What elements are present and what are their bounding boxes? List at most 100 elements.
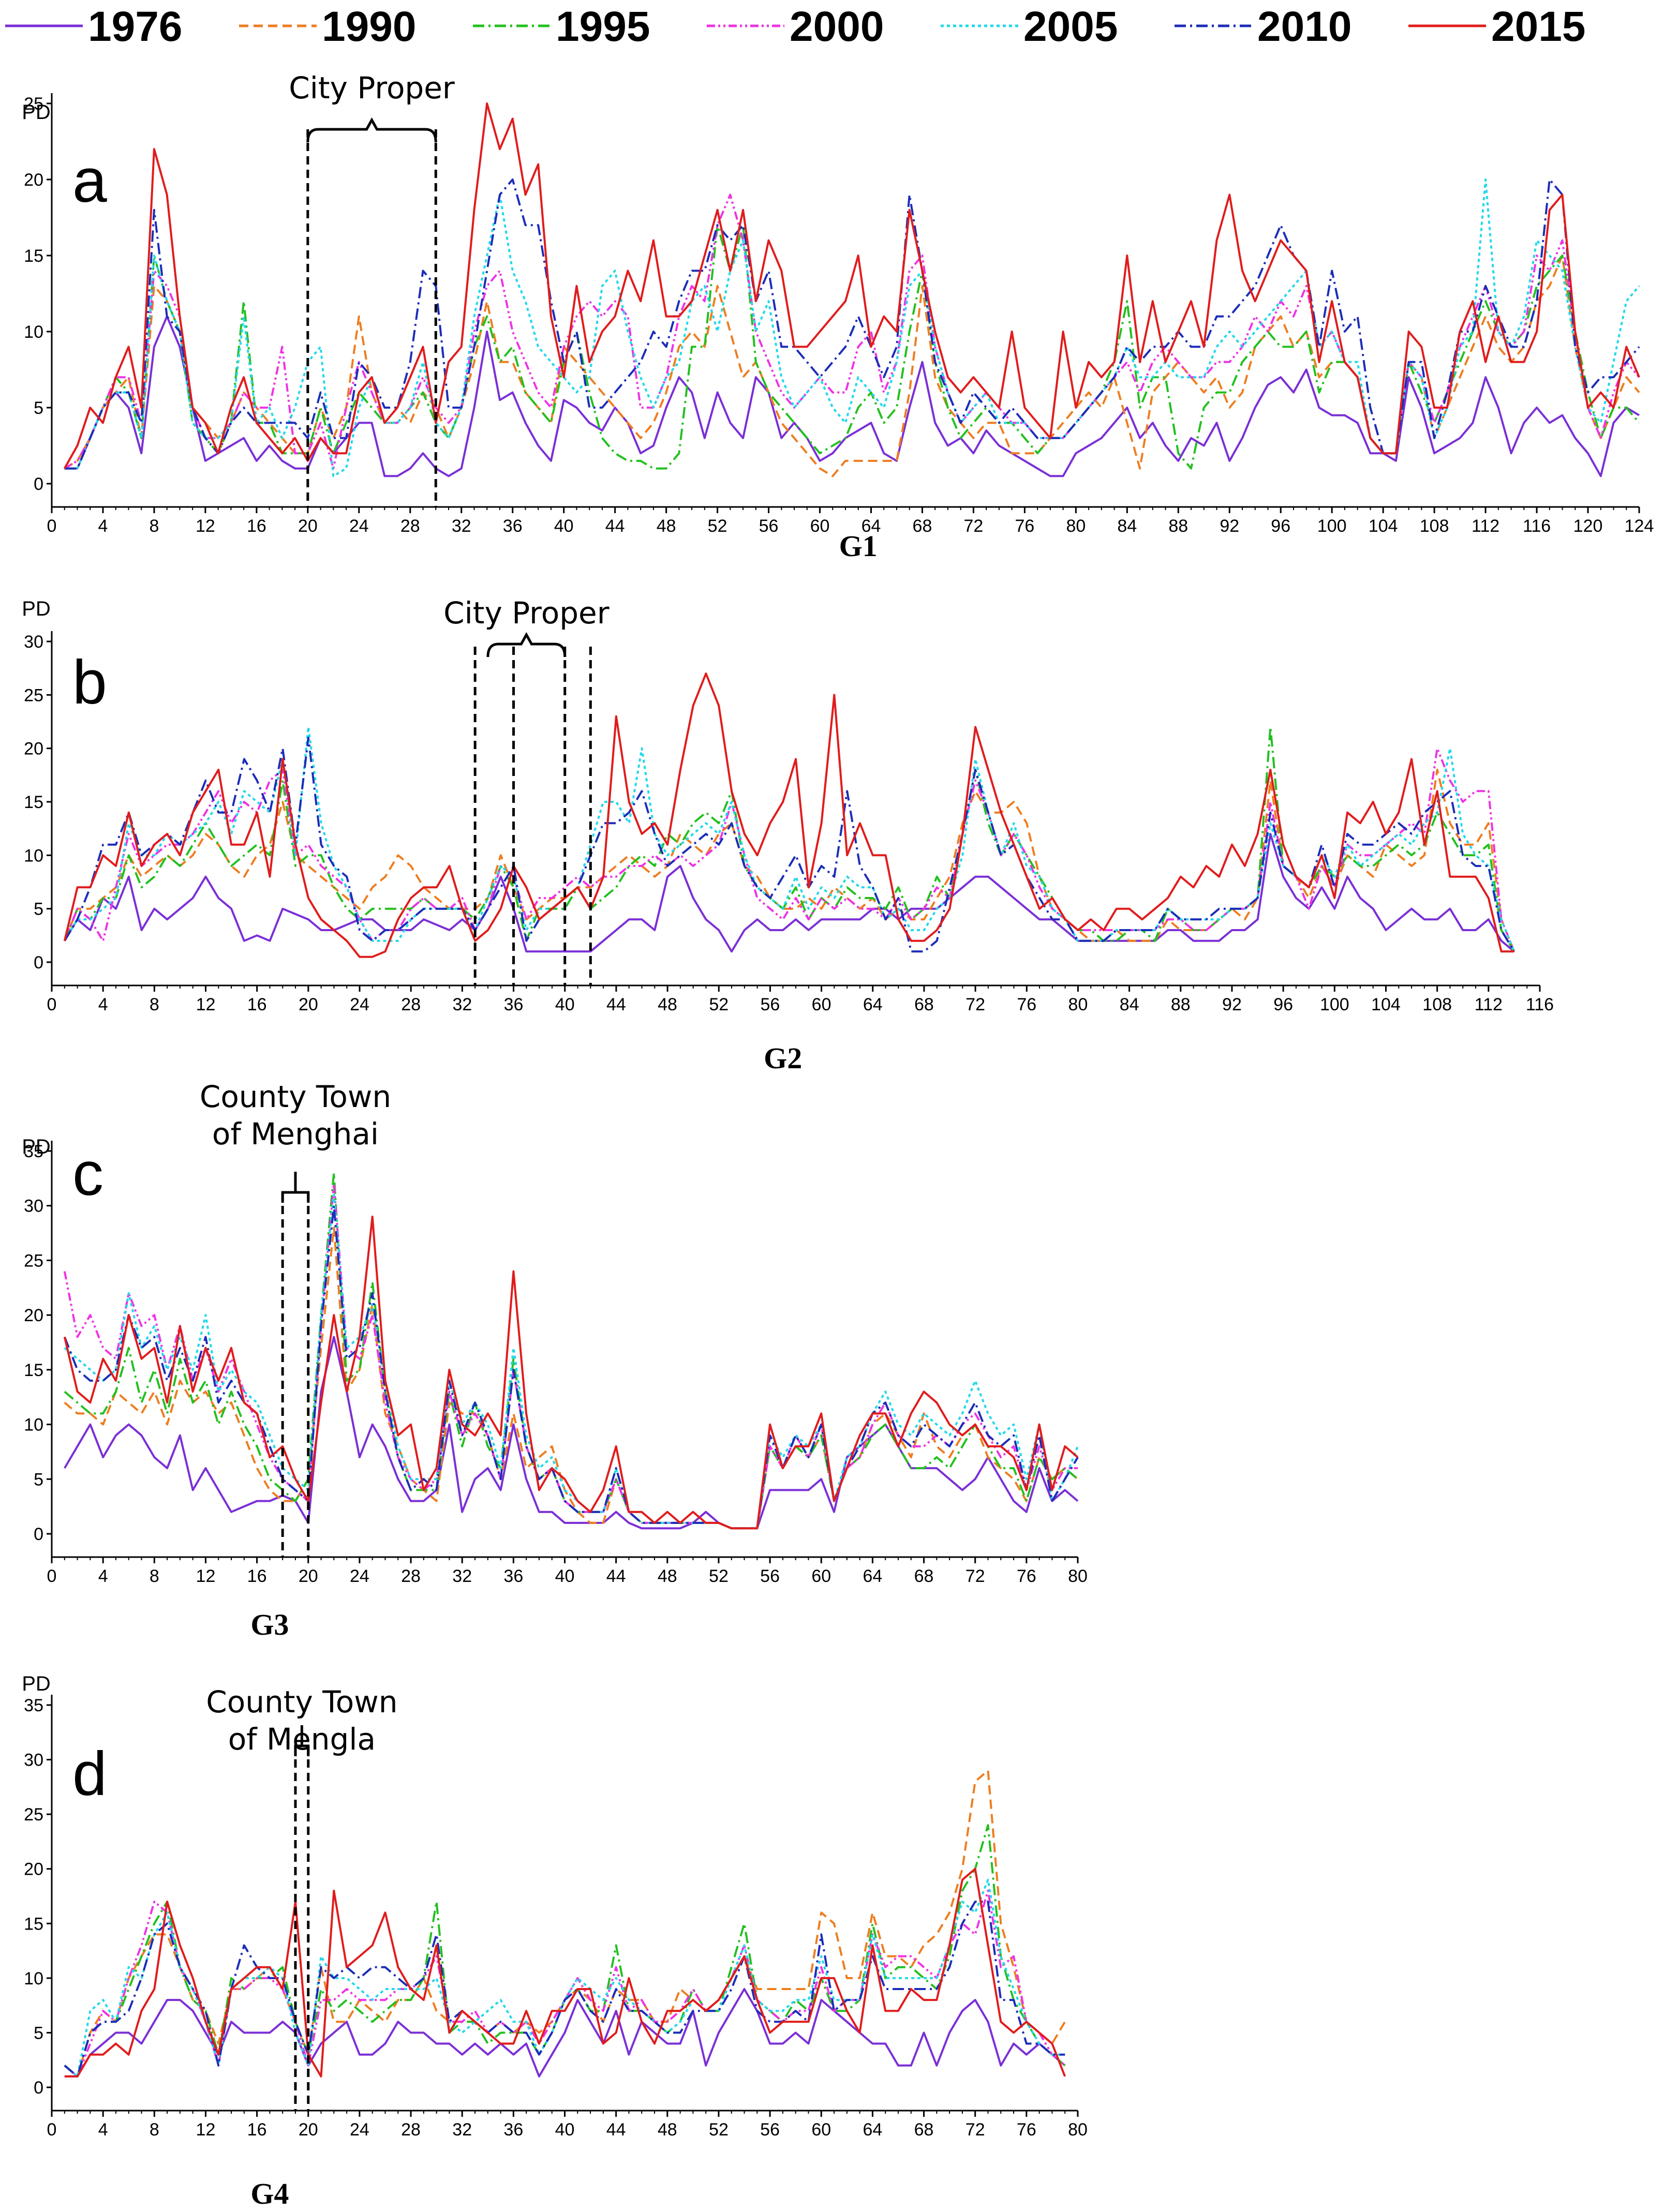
series-line-2010 — [64, 1901, 1065, 2078]
y-tick-label: 15 — [24, 1361, 43, 1380]
bracket — [306, 117, 437, 143]
x-tick-label: 36 — [504, 995, 524, 1014]
y-tick-label: 25 — [24, 1805, 43, 1825]
x-tick-label: 116 — [1526, 995, 1554, 1014]
x-tick-label: 76 — [1015, 516, 1034, 536]
x-tick-label: 44 — [606, 2120, 626, 2140]
x-tick-label: 16 — [247, 1566, 267, 1586]
annotation-label: City Proper — [443, 595, 610, 631]
series-line-2005 — [64, 726, 1516, 952]
legend-entry: 1976 — [5, 3, 182, 50]
x-tick-label: 8 — [150, 995, 159, 1014]
legend-label: 1990 — [322, 3, 416, 50]
x-tick-label: 104 — [1371, 995, 1401, 1014]
series-line-1976 — [64, 1988, 1066, 2078]
y-tick-label: 20 — [24, 170, 43, 190]
x-tick-label: 24 — [350, 1566, 369, 1586]
series-line-1990 — [64, 1227, 1079, 1530]
x-tick-label: 16 — [247, 995, 267, 1014]
x-tick-label: 76 — [1017, 1566, 1036, 1586]
x-tick-label: 56 — [759, 516, 779, 536]
x-tick-label: 4 — [98, 2120, 108, 2140]
x-tick-label: 84 — [1120, 995, 1139, 1014]
x-tick-label: 56 — [760, 1566, 780, 1586]
x-tick-label: 64 — [861, 516, 881, 536]
legend-label: 2005 — [1023, 3, 1118, 50]
panel-letter: b — [72, 648, 107, 717]
y-tick-label: 20 — [24, 1860, 43, 1879]
x-tick-label: 64 — [863, 2120, 882, 2140]
x-tick-label: 68 — [914, 1566, 934, 1586]
series-line-2010 — [64, 737, 1516, 953]
legend-entry: 2000 — [707, 3, 884, 50]
y-tick-label: 15 — [24, 793, 43, 812]
y-tick-label: 0 — [34, 953, 43, 973]
x-tick-label: 48 — [658, 2120, 677, 2140]
y-tick-label: 0 — [34, 1525, 43, 1544]
bracket — [486, 632, 567, 657]
panel-letter: c — [72, 1139, 103, 1208]
x-tick-label: 60 — [811, 2120, 831, 2140]
x-tick-label: 44 — [606, 995, 626, 1014]
legend: 1976 1990 1995 2000 2005 2010 2015 — [5, 3, 1585, 50]
series-line-2015 — [64, 1867, 1066, 2078]
y-tick-label: 5 — [34, 2023, 43, 2043]
x-tick-label: 100 — [1320, 995, 1349, 1014]
x-tick-label: 72 — [965, 1566, 985, 1586]
y-tick-label: 10 — [24, 1969, 43, 1989]
y-axis-label: PD — [22, 1135, 51, 1158]
x-tick-label: 64 — [863, 1566, 882, 1586]
x-tick-label: 92 — [1220, 516, 1239, 536]
panel-letter: a — [72, 146, 107, 215]
x-tick-label: 28 — [401, 2120, 421, 2140]
x-tick-label: 116 — [1523, 516, 1551, 536]
legend-label: 2000 — [790, 3, 884, 50]
x-tick-label: 68 — [914, 2120, 934, 2140]
y-tick-label: 5 — [34, 900, 43, 919]
x-tick-label: 64 — [863, 995, 883, 1014]
series-line-1976 — [64, 833, 1515, 953]
x-tick-label: 108 — [1422, 995, 1452, 1014]
x-tick-label: 104 — [1369, 516, 1398, 536]
x-tick-label: 20 — [299, 1566, 318, 1586]
x-tick-label: 52 — [709, 1566, 729, 1586]
x-tick-label: 4 — [98, 1566, 108, 1586]
x-tick-label: 20 — [299, 995, 318, 1014]
series-line-1995 — [64, 224, 1640, 470]
x-tick-label: 88 — [1171, 995, 1191, 1014]
y-tick-label: 15 — [24, 1914, 43, 1934]
series-line-2015 — [63, 102, 1640, 469]
series-line-2005 — [64, 1193, 1079, 1530]
x-tick-label: 16 — [247, 516, 266, 536]
x-tick-label: 72 — [964, 516, 984, 536]
x-tick-label: 20 — [299, 2120, 318, 2140]
x-axis-label: G4 — [250, 2177, 289, 2210]
x-tick-label: 56 — [760, 2120, 780, 2140]
x-tick-label: 36 — [503, 1566, 523, 1586]
x-tick-label: 12 — [196, 995, 216, 1014]
x-tick-label: 16 — [247, 2120, 267, 2140]
legend-label: 2010 — [1257, 3, 1351, 50]
series-line-2000 — [63, 1183, 1078, 1530]
y-tick-label: 30 — [24, 1751, 43, 1770]
series-line-2015 — [63, 1215, 1079, 1530]
x-tick-label: 112 — [1475, 995, 1503, 1014]
x-tick-label: 60 — [812, 995, 831, 1014]
y-tick-label: 0 — [34, 474, 43, 494]
x-tick-label: 24 — [349, 516, 369, 536]
x-tick-label: 0 — [47, 2120, 57, 2140]
y-axis-label: PD — [22, 101, 51, 124]
series-line-2010 — [64, 178, 1640, 470]
series-line-1995 — [64, 1824, 1066, 2078]
series-line-1976 — [64, 1336, 1079, 1530]
legend-label: 2015 — [1491, 3, 1585, 50]
x-tick-label: 76 — [1017, 995, 1036, 1014]
series-line-2000 — [63, 747, 1516, 952]
x-tick-label: 32 — [452, 516, 471, 536]
x-tick-label: 24 — [350, 2120, 369, 2140]
y-tick-label: 25 — [24, 1251, 43, 1271]
series-line-2000 — [64, 1889, 1066, 2078]
x-tick-label: 44 — [605, 516, 625, 536]
